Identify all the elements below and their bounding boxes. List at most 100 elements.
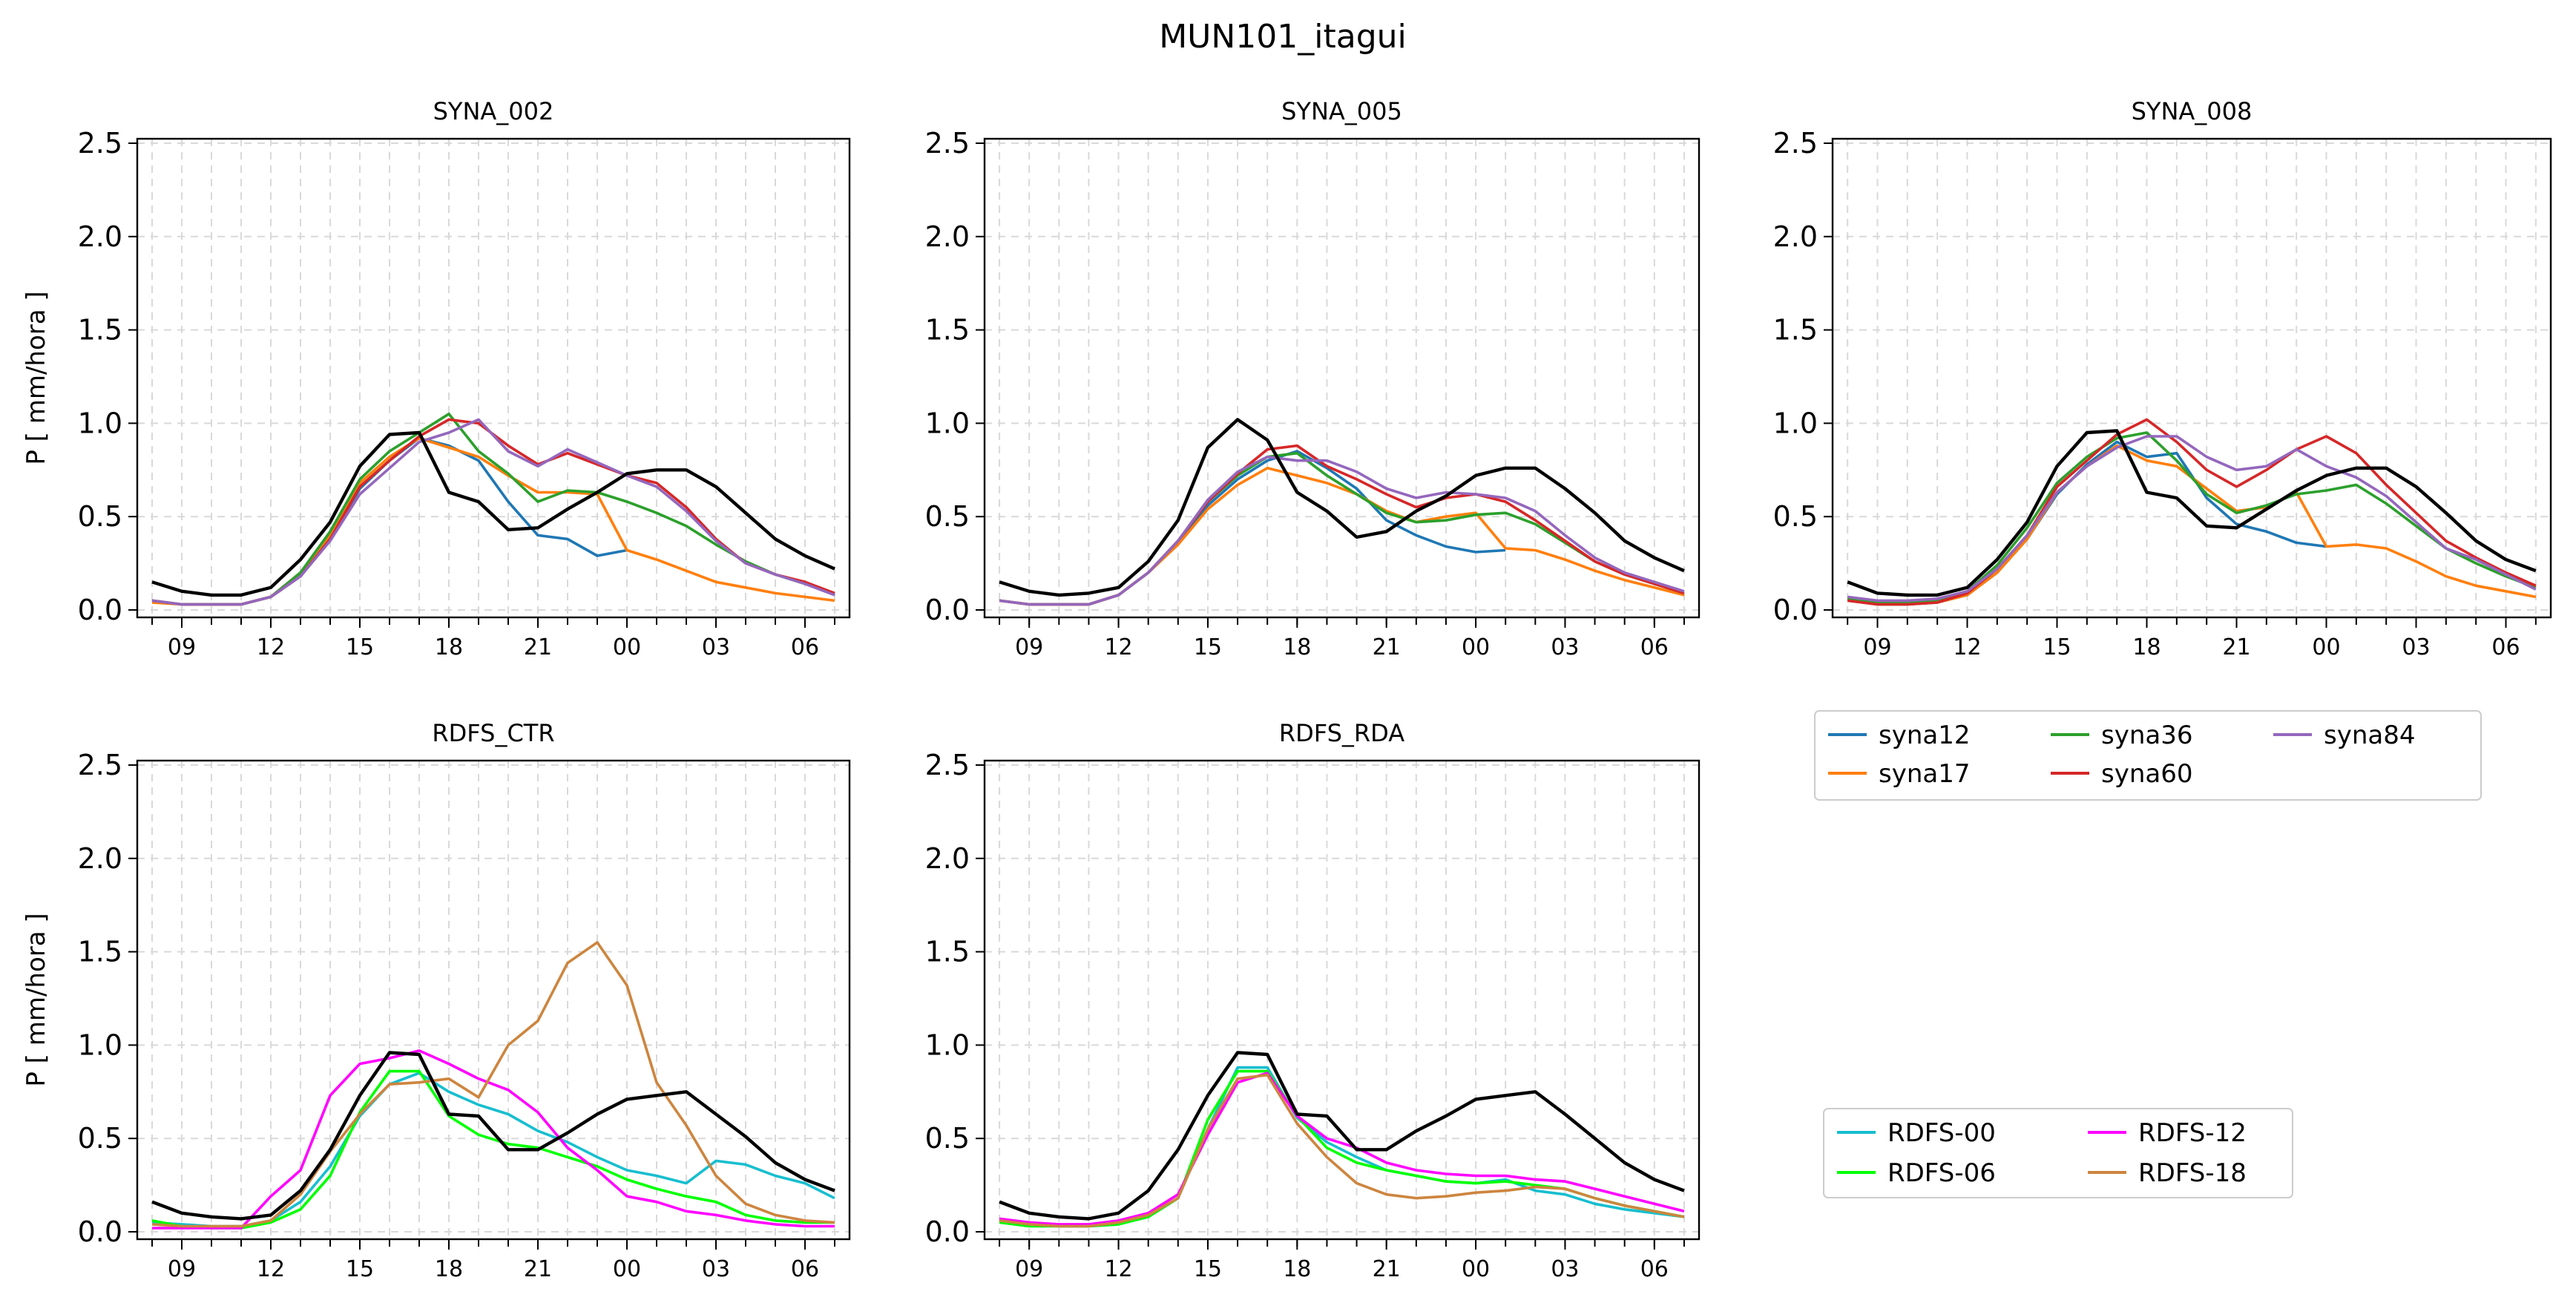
x-tick-label: 00 (613, 1256, 641, 1282)
x-tick-label: 21 (1373, 1256, 1401, 1282)
y-tick-label: 0.5 (925, 1122, 970, 1155)
subplot-title: RDFS_RDA (1279, 719, 1404, 747)
x-tick-label: 18 (435, 634, 463, 660)
rdfs-12-line (999, 1072, 1685, 1226)
x-tick-label: 00 (1462, 634, 1490, 660)
rdfs-06-line (151, 1069, 835, 1230)
legend-label: RDFS-18 (2138, 1158, 2247, 1188)
syna12-line (999, 450, 1506, 606)
x-tick-label: 03 (1551, 1256, 1579, 1282)
legend-frame (1814, 710, 2482, 801)
syna60-line (1847, 418, 2537, 606)
x-tick-label: 00 (613, 634, 641, 660)
y-tick-label: 2.5 (78, 127, 122, 160)
rdfs-00-line (999, 1066, 1685, 1228)
subplot-title: SYNA_002 (433, 97, 554, 125)
y-tick-label: 1.0 (925, 1028, 970, 1061)
x-tick-label: 21 (524, 1256, 552, 1282)
x-tick-label: 18 (1283, 1256, 1311, 1282)
x-tick-label: 15 (1194, 634, 1222, 660)
observed-line (999, 1051, 1685, 1221)
rdfs-12-line (152, 1049, 835, 1230)
y-tick-label: 1.5 (925, 314, 970, 347)
rdfs-00-line (151, 1072, 835, 1228)
x-tick-label: 15 (1194, 1256, 1222, 1282)
y-tick-label: 1.0 (78, 1028, 122, 1061)
x-tick-label: 15 (346, 1256, 374, 1282)
syna-legend: syna12 syna36 syna84 syna17 syna60 (1814, 710, 2482, 801)
x-tick-label: 03 (702, 1256, 730, 1282)
x-tick-label: 21 (1373, 634, 1401, 660)
subplot-syna_005: 0.0 0.5 1.0 1.5 2.0 2.5 09 12 15 18 21 00 03 06 SYNA_0… (925, 97, 1701, 660)
syna36-line (999, 451, 1685, 606)
legend-label: syna12 (1879, 721, 1970, 750)
x-tick-label: 15 (2043, 634, 2071, 660)
y-tick-label: 2.0 (925, 842, 970, 875)
y-axis-label: P [ mm/hora ] (22, 913, 51, 1086)
x-tick-label: 03 (702, 634, 730, 660)
y-tick-label: 1.5 (1773, 314, 1818, 347)
subplot-title: RDFS_CTR (432, 719, 554, 747)
y-tick-label: 2.0 (925, 220, 970, 253)
observed-line (151, 1051, 835, 1221)
observed-line (999, 418, 1685, 597)
y-tick-label: 2.5 (925, 127, 970, 160)
y-tick-label: 0.0 (78, 1215, 122, 1248)
y-tick-label: 2.0 (78, 220, 122, 253)
x-tick-label: 18 (1283, 634, 1311, 660)
y-tick-label: 1.0 (925, 407, 970, 439)
subplot-title: SYNA_005 (1281, 97, 1402, 125)
figure-title: MUN101_itagui (1159, 18, 1407, 56)
plot-frame (1831, 137, 2552, 619)
y-tick-label: 0.0 (78, 594, 122, 626)
plot-frame (983, 137, 1701, 619)
x-tick-label: 21 (524, 634, 552, 660)
x-tick-label: 06 (791, 1256, 819, 1282)
syna17-line (1847, 444, 2537, 606)
x-tick-label: 00 (2312, 634, 2340, 660)
legend-label: syna84 (2324, 721, 2415, 750)
x-tick-label: 12 (1104, 1256, 1132, 1282)
x-tick-label: 09 (1863, 634, 1891, 660)
syna84-line (1847, 435, 2537, 603)
x-tick-label: 06 (2491, 634, 2520, 660)
subplot-syna_002: 0.0 0.5 1.0 1.5 2.0 2.5 09 12 15 18 21 00 03 06 SYNA_0… (22, 97, 851, 660)
rdfs-18-line (999, 1073, 1685, 1228)
rdfs-18-line (151, 941, 835, 1228)
plot-frame (136, 759, 851, 1241)
y-tick-label: 0.0 (925, 1215, 970, 1248)
y-tick-label: 1.0 (1773, 407, 1818, 439)
x-tick-label: 12 (1104, 634, 1132, 660)
plot-frame (136, 137, 851, 619)
x-tick-label: 09 (168, 634, 196, 660)
y-axis-label: P [ mm/hora ] (22, 291, 51, 465)
x-tick-label: 09 (168, 1256, 196, 1282)
y-tick-label: 0.5 (78, 500, 122, 533)
x-tick-label: 06 (791, 634, 819, 660)
panels: 0.0 0.5 1.0 1.5 2.0 2.5 09 12 15 18 21 00 03 06 SYNA_0… (22, 97, 2552, 1282)
x-tick-label: 06 (1640, 1256, 1669, 1282)
plot-frame (983, 759, 1701, 1241)
x-tick-label: 18 (435, 1256, 463, 1282)
syna17-line (999, 466, 1685, 606)
syna60-line (151, 418, 835, 606)
y-tick-label: 2.5 (925, 749, 970, 781)
subplot-title: SYNA_008 (2132, 97, 2253, 125)
syna36-line (1847, 431, 2537, 604)
y-tick-label: 2.5 (1773, 127, 1818, 160)
legend-label: syna36 (2101, 721, 2192, 750)
legend-label: RDFS-06 (1887, 1158, 1996, 1188)
y-tick-label: 1.5 (78, 314, 122, 347)
legend-label: syna17 (1879, 759, 1970, 789)
y-tick-label: 0.5 (1773, 500, 1818, 533)
subplot-rdfs_rda: 0.0 0.5 1.0 1.5 2.0 2.5 09 12 15 18 21 00 03 06 RDFS_R… (925, 719, 1701, 1282)
x-tick-label: 12 (1953, 634, 1981, 660)
x-tick-label: 09 (1015, 1256, 1043, 1282)
x-tick-label: 03 (1551, 634, 1579, 660)
syna84-line (151, 418, 835, 606)
legend-label: RDFS-00 (1887, 1118, 1996, 1148)
x-tick-label: 00 (1462, 1256, 1490, 1282)
subplot-syna_008: 0.0 0.5 1.0 1.5 2.0 2.5 09 12 15 18 21 00 03 06 SYNA_0… (1773, 97, 2552, 660)
